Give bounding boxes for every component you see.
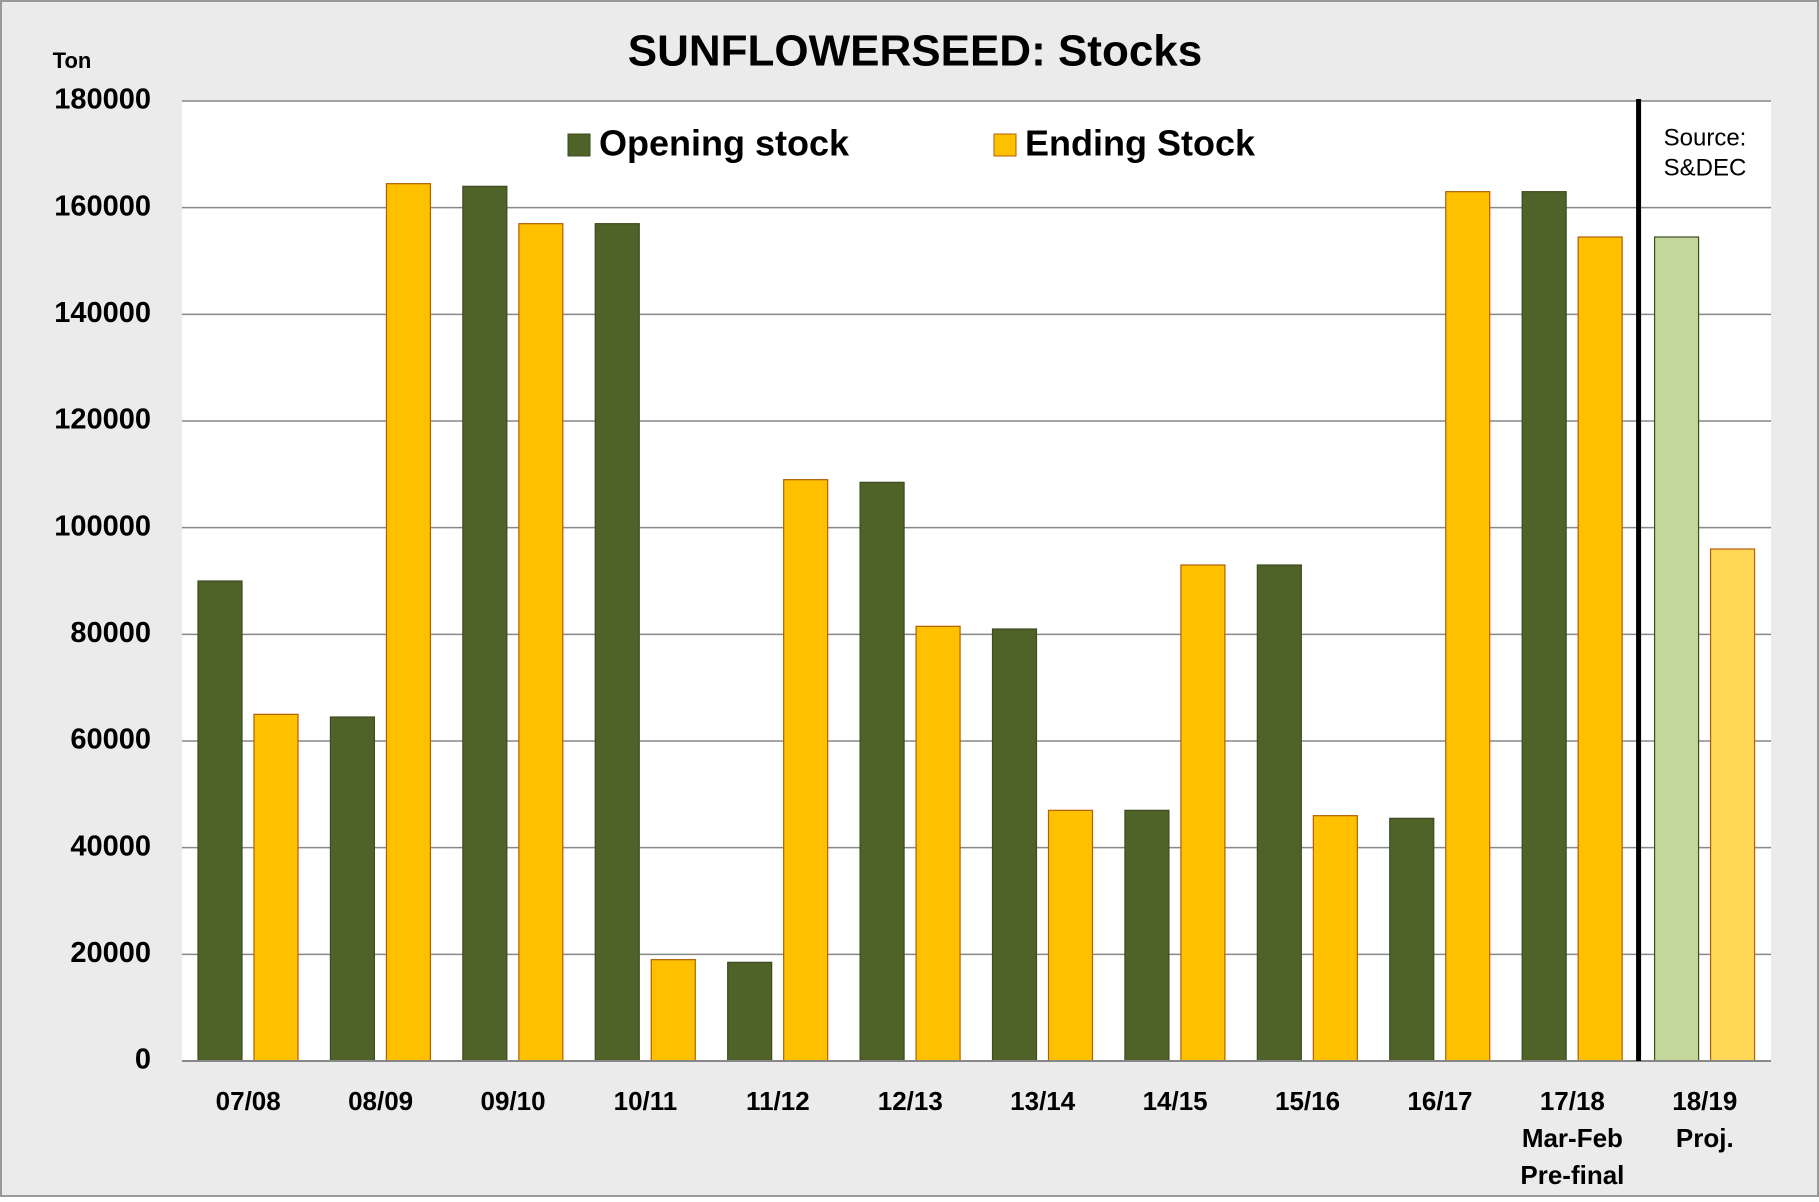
- bar: [1653, 236, 1700, 1062]
- legend-swatch: [567, 133, 591, 157]
- chart-title: SUNFLOWERSEED: Stocks: [628, 27, 1203, 76]
- bar: [1180, 564, 1226, 1062]
- x-tick-label: 16/17: [1407, 1086, 1472, 1116]
- bar: [1256, 564, 1302, 1062]
- annotation: Source:: [1664, 124, 1747, 151]
- x-tick-label: 11/12: [746, 1086, 810, 1116]
- bar: [1047, 809, 1094, 1062]
- bar: [462, 185, 508, 1062]
- plot-area: [182, 101, 1771, 1061]
- bar: [727, 961, 773, 1062]
- x-tick-label: 14/15: [1143, 1086, 1208, 1116]
- x-tick-label: Mar-Feb: [1522, 1123, 1623, 1153]
- y-axis-label: Ton: [53, 48, 92, 73]
- bar: [1445, 191, 1491, 1062]
- y-tick-label: 120000: [54, 404, 151, 436]
- bar: [1709, 548, 1756, 1062]
- x-tick-label: 18/19: [1672, 1086, 1737, 1116]
- y-tick-label: 180000: [54, 84, 151, 116]
- bar: [1312, 815, 1358, 1062]
- x-tick-label: 10/11: [614, 1086, 678, 1116]
- legend-swatch: [993, 133, 1017, 157]
- x-tick-label: 17/18: [1540, 1086, 1605, 1116]
- bar: [1389, 817, 1435, 1062]
- bar: [1577, 236, 1623, 1062]
- y-tick-label: 60000: [70, 724, 151, 756]
- bar: [594, 223, 640, 1062]
- y-tick-label: 0: [135, 1044, 151, 1076]
- bar: [859, 481, 905, 1062]
- bar: [650, 959, 696, 1062]
- x-tick-label: Pre-final: [1520, 1160, 1624, 1190]
- x-tick-label: 08/09: [348, 1086, 413, 1116]
- bar: [1521, 191, 1567, 1062]
- bar: [197, 580, 243, 1062]
- annotation: S&DEC: [1664, 154, 1747, 181]
- bar: [783, 479, 829, 1062]
- legend-label: Ending Stock: [1025, 123, 1256, 164]
- x-tick-label: 12/13: [878, 1086, 943, 1116]
- x-tick-label: 07/08: [216, 1086, 281, 1116]
- bar: [329, 716, 376, 1062]
- bar: [1124, 809, 1170, 1062]
- x-tick-label: Proj.: [1676, 1123, 1734, 1153]
- y-tick-label: 140000: [54, 297, 151, 329]
- bar: [253, 713, 299, 1062]
- bar: [385, 183, 432, 1062]
- legend-label: Opening stock: [599, 123, 850, 164]
- y-tick-label: 80000: [70, 617, 151, 649]
- x-tick-label: 09/10: [481, 1086, 546, 1116]
- bar: [915, 625, 961, 1062]
- bar: [991, 628, 1038, 1062]
- y-tick-label: 100000: [54, 510, 151, 542]
- y-tick-label: 160000: [54, 190, 151, 222]
- y-tick-label: 20000: [70, 937, 151, 969]
- x-tick-label: 13/14: [1010, 1086, 1076, 1116]
- x-tick-label: 15/16: [1275, 1086, 1340, 1116]
- y-tick-label: 40000: [70, 830, 151, 862]
- bar: [518, 223, 564, 1062]
